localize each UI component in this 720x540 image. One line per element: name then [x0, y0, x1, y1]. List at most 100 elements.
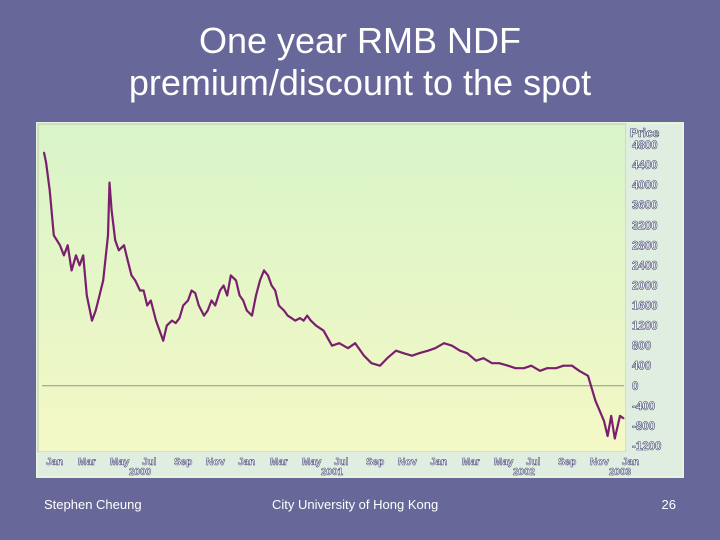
data-point	[363, 354, 365, 357]
data-point	[290, 317, 293, 319]
x-tick-label: Sep	[174, 457, 192, 468]
y-tick-label: 2000	[632, 280, 658, 292]
data-point	[402, 352, 405, 355]
data-point	[226, 294, 229, 297]
data-point	[507, 364, 509, 367]
data-point	[306, 314, 309, 317]
data-point	[43, 151, 45, 154]
y-tick-label: 4400	[632, 160, 658, 172]
x-year-label: 2001	[321, 467, 344, 478]
y-tick-label: 1600	[632, 301, 658, 313]
data-point	[214, 304, 217, 307]
data-point	[622, 417, 625, 420]
data-point	[347, 347, 349, 350]
data-point	[210, 299, 213, 302]
x-tick-label: May	[110, 457, 130, 468]
data-point	[603, 420, 605, 422]
data-point	[251, 314, 253, 317]
data-point	[238, 294, 241, 297]
y-tick-label: 3200	[632, 220, 658, 232]
data-point	[174, 322, 177, 324]
data-point	[165, 324, 168, 327]
data-point	[277, 304, 280, 307]
data-point	[270, 284, 273, 287]
x-tick-label: Sep	[366, 457, 384, 468]
data-point	[302, 319, 305, 322]
y-tick-label: -800	[632, 421, 655, 433]
data-point	[139, 289, 141, 292]
data-point	[299, 317, 301, 319]
data-point	[155, 319, 157, 322]
x-tick-label: Jan	[430, 457, 447, 468]
data-point	[475, 359, 477, 362]
data-point	[322, 329, 325, 332]
x-tick-label: Sep	[558, 457, 576, 468]
x-tick-label: Jul	[334, 457, 349, 468]
data-point	[222, 284, 225, 287]
y-tick-label: 400	[632, 361, 651, 373]
data-point	[411, 354, 413, 357]
data-point	[219, 289, 221, 292]
data-point	[70, 269, 73, 272]
y-tick-label: 3600	[632, 200, 658, 212]
y-tick-label: 4800	[632, 140, 658, 152]
data-point	[197, 304, 200, 307]
data-point	[91, 319, 93, 322]
data-point	[309, 319, 312, 322]
data-point	[78, 264, 81, 267]
data-point	[594, 400, 597, 402]
x-tick-label: Jan	[238, 457, 255, 468]
plot-area	[37, 123, 627, 453]
data-point	[331, 344, 333, 347]
data-point	[255, 294, 257, 297]
y-tick-label: 0	[632, 381, 638, 393]
x-tick-label: Mar	[78, 457, 96, 468]
data-point	[182, 304, 185, 307]
y-tick-label: 800	[632, 341, 651, 353]
data-point	[235, 279, 237, 282]
data-point	[451, 344, 453, 347]
data-point	[578, 369, 581, 372]
data-point	[48, 189, 51, 192]
x-axis-panel	[38, 452, 682, 476]
data-point	[555, 367, 557, 370]
data-point	[187, 299, 189, 302]
data-point	[379, 364, 381, 367]
data-point	[466, 352, 469, 355]
x-year-label: 2003	[609, 467, 632, 478]
data-point	[59, 244, 61, 247]
x-tick-label: Jul	[526, 457, 541, 468]
data-point	[117, 249, 120, 252]
data-point	[194, 292, 197, 294]
data-point	[274, 289, 277, 292]
data-point	[418, 352, 421, 355]
data-point	[539, 369, 541, 372]
data-point	[546, 367, 549, 370]
data-point	[126, 259, 129, 262]
data-point	[427, 349, 429, 352]
data-point	[386, 357, 389, 360]
x-tick-label: Mar	[270, 457, 288, 468]
data-point	[523, 367, 525, 370]
data-point	[286, 314, 289, 317]
data-point	[338, 342, 341, 345]
data-point	[370, 362, 373, 365]
data-point	[571, 364, 573, 367]
footer-institution: City University of Hong Kong	[272, 497, 439, 512]
y-tick-label: 2400	[632, 260, 658, 272]
data-point	[562, 364, 565, 367]
data-point	[530, 364, 533, 367]
data-point	[130, 274, 133, 277]
data-point	[158, 329, 161, 332]
x-tick-label: Nov	[398, 457, 417, 468]
data-point	[491, 362, 493, 365]
data-point	[66, 244, 69, 247]
slide-title-line-1: One year RMB NDF	[198, 20, 522, 61]
data-point	[178, 317, 181, 319]
slide-title: One year RMB NDF premium/discount to the…	[0, 20, 720, 104]
data-point	[146, 304, 149, 307]
data-point	[242, 299, 245, 302]
data-point	[498, 362, 501, 365]
data-point	[294, 319, 297, 322]
data-point	[263, 269, 265, 272]
